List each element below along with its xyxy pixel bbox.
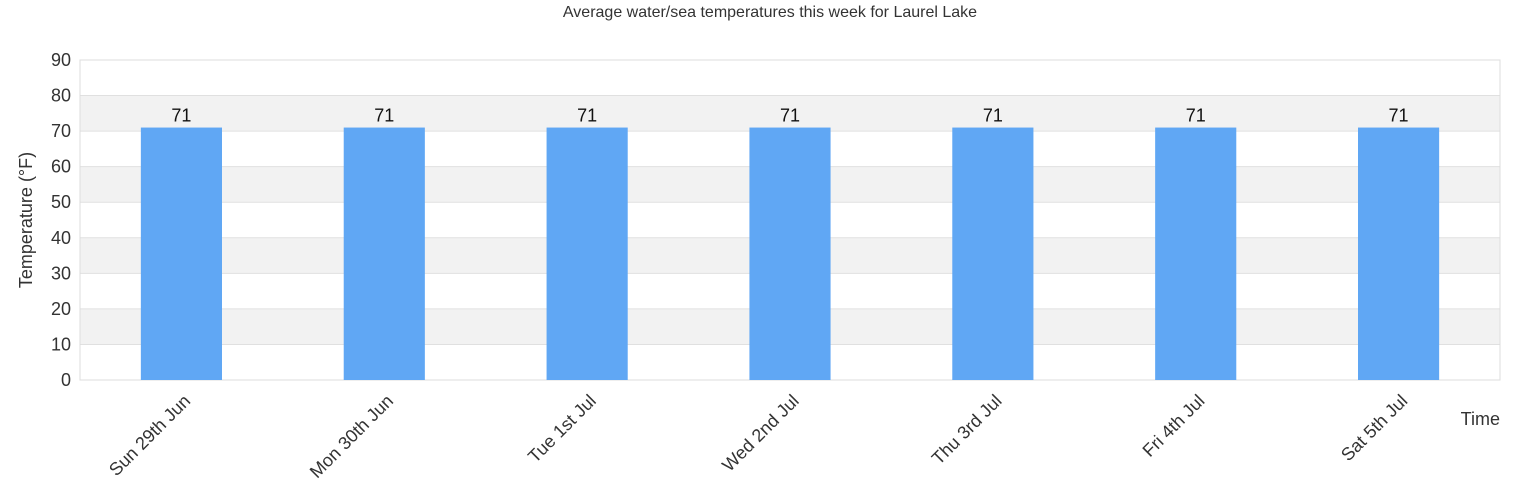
bar bbox=[1358, 127, 1440, 380]
bar bbox=[952, 127, 1034, 380]
y-tick-label: 40 bbox=[51, 228, 71, 248]
y-tick-label: 70 bbox=[51, 121, 71, 141]
x-tick-label: Mon 30th Jun bbox=[306, 391, 397, 482]
x-axis-title: Time bbox=[1461, 409, 1500, 429]
x-tick-label: Wed 2nd Jul bbox=[718, 391, 803, 476]
y-axis-title: Temperature (°F) bbox=[16, 152, 36, 288]
x-axis-labels: Sun 29th Jun Mon 30th Jun Tue 1st Jul Wed 2… bbox=[105, 391, 1411, 482]
y-tick-label: 60 bbox=[51, 157, 71, 177]
bar bbox=[1155, 127, 1237, 380]
data-label: 71 bbox=[1186, 106, 1206, 126]
data-label: 71 bbox=[983, 106, 1003, 126]
y-tick-label: 30 bbox=[51, 263, 71, 283]
background-band bbox=[80, 95, 1500, 132]
data-label: 71 bbox=[374, 106, 394, 126]
bar bbox=[140, 127, 222, 380]
chart-title: Average water/sea temperatures this week… bbox=[563, 4, 977, 21]
bars bbox=[140, 127, 1440, 380]
y-tick-label: 80 bbox=[51, 86, 71, 106]
x-tick-label: Sat 5th Jul bbox=[1337, 391, 1411, 465]
y-tick-label: 50 bbox=[51, 192, 71, 212]
y-tick-label: 0 bbox=[61, 370, 71, 390]
value-labels: 71 71 71 71 71 71 71 bbox=[171, 106, 1408, 126]
x-tick-label: Fri 4th Jul bbox=[1139, 391, 1209, 461]
x-tick-label: Thu 3rd Jul bbox=[928, 391, 1006, 469]
y-tick-label: 90 bbox=[51, 50, 71, 70]
data-label: 71 bbox=[780, 106, 800, 126]
x-tick-label: Sun 29th Jun bbox=[105, 391, 194, 480]
y-tick-label: 10 bbox=[51, 334, 71, 354]
data-label: 71 bbox=[171, 106, 191, 126]
bar bbox=[546, 127, 628, 380]
bar bbox=[749, 127, 831, 380]
x-tick-label: Tue 1st Jul bbox=[524, 391, 600, 467]
data-label: 71 bbox=[577, 106, 597, 126]
y-tick-label: 20 bbox=[51, 299, 71, 319]
data-label: 71 bbox=[1389, 106, 1409, 126]
y-axis-ticks: 0 10 20 30 40 50 60 70 80 90 bbox=[51, 50, 71, 390]
bar bbox=[343, 127, 425, 380]
